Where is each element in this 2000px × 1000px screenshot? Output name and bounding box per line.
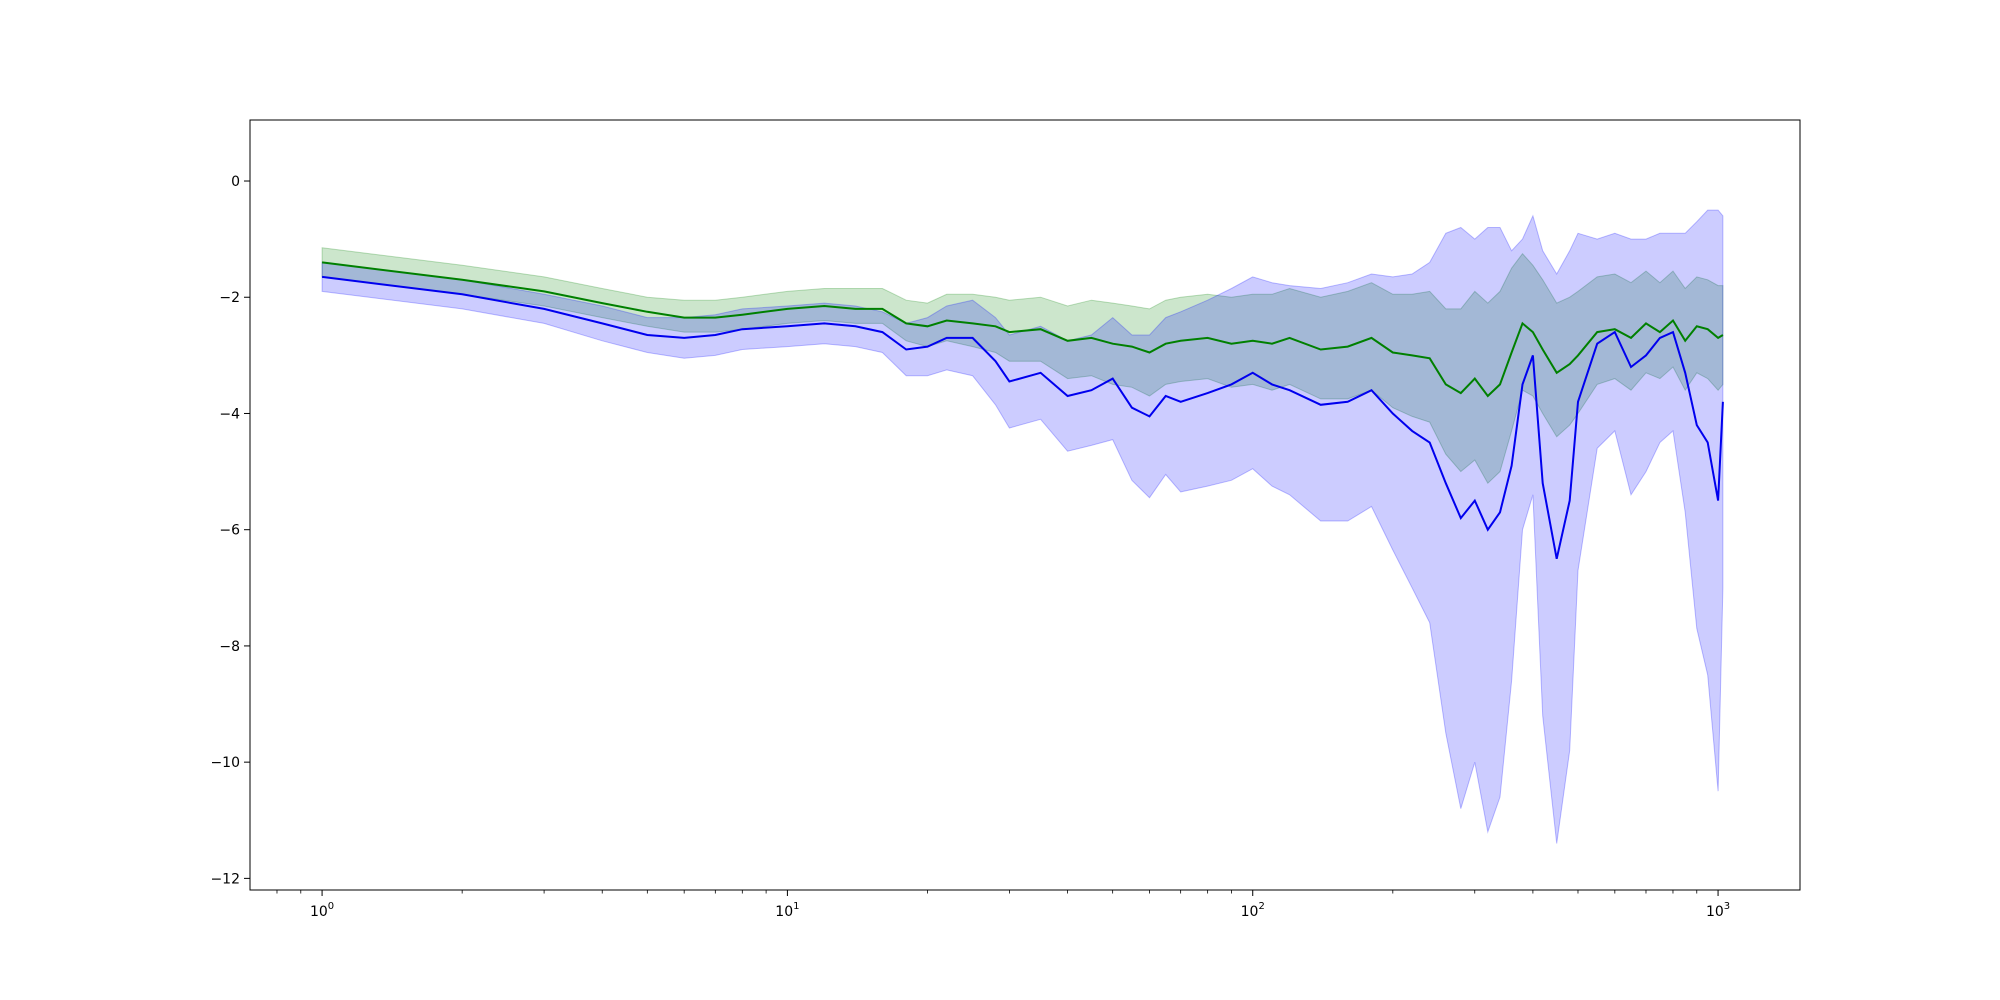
x-tick-label: 102: [1241, 901, 1265, 920]
y-tick-label: −12: [210, 871, 240, 887]
x-tick-label: 103: [1706, 901, 1730, 920]
y-tick-label: −10: [210, 755, 240, 771]
series-2-band: [321, 209, 1724, 844]
lines-layer: [321, 261, 1724, 560]
y-tick-label: 0: [231, 174, 240, 190]
y-tick-label: −4: [219, 406, 240, 422]
x-tick-label: 100: [310, 901, 334, 920]
x-tick-label: 101: [775, 901, 799, 920]
y-tick-label: −6: [219, 523, 240, 539]
y-tick-label: −8: [219, 639, 240, 655]
series-2-line: [321, 275, 1724, 560]
plot-frame: [249, 119, 1801, 891]
x-axis: 100 101 102 103: [276, 890, 1730, 920]
y-axis: 0 −2 −4 −6 −8 −10 −12: [210, 174, 250, 887]
bands-layer: [321, 209, 1724, 844]
series-1-line: [321, 261, 1724, 398]
series-1-band: [321, 247, 1724, 485]
y-tick-label: −2: [219, 290, 240, 306]
